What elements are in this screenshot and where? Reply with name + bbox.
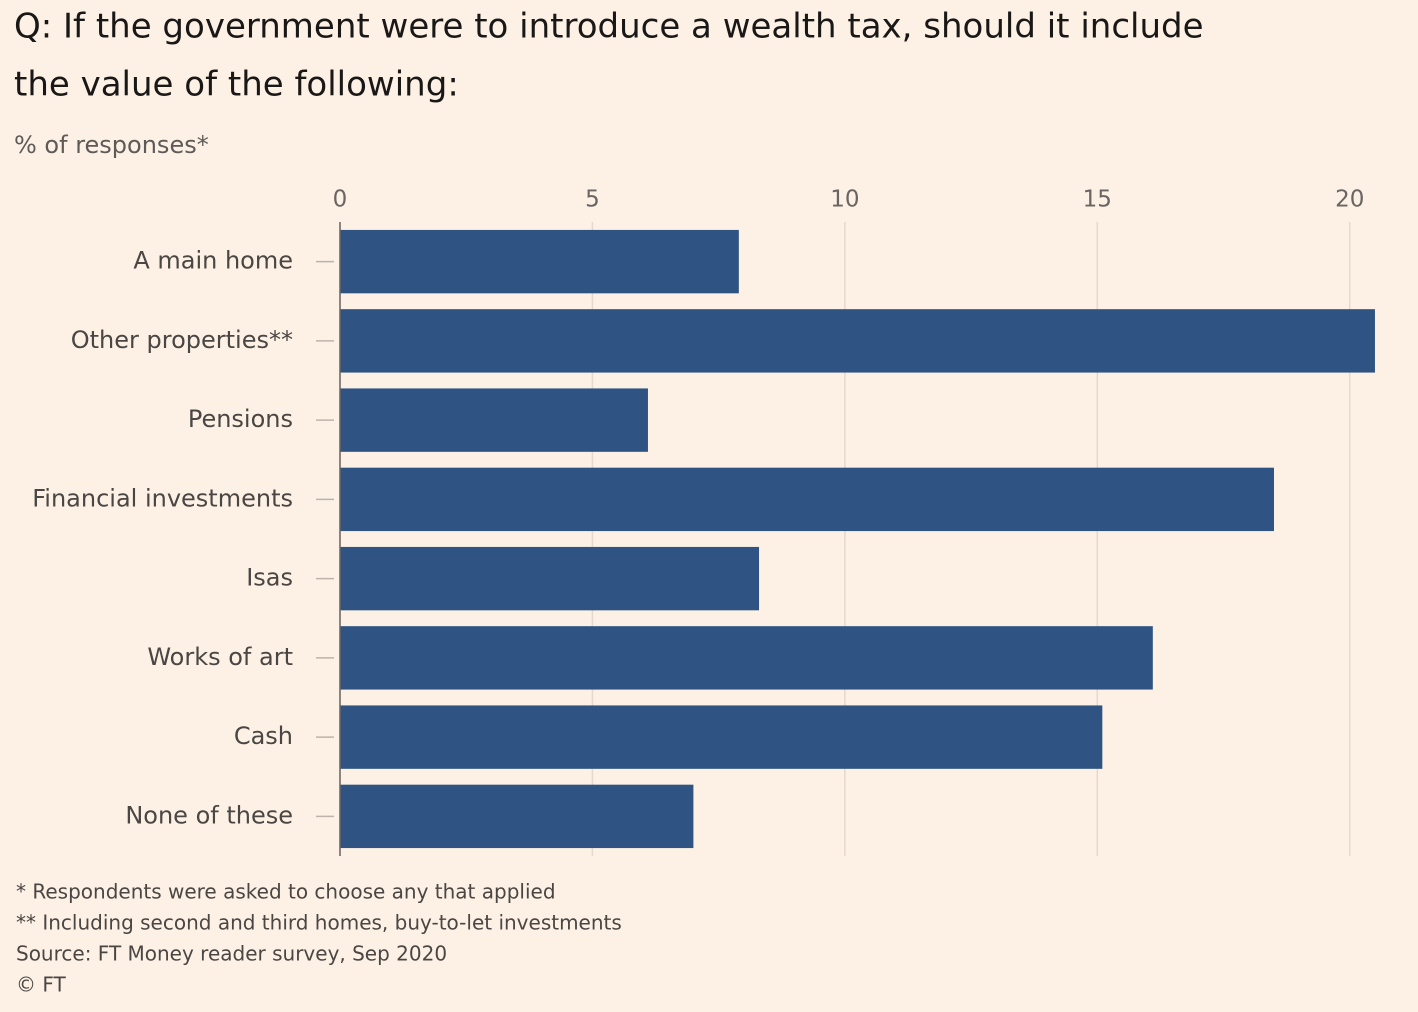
x-tick-label: 5 <box>585 187 600 213</box>
bar <box>340 784 694 849</box>
footnote: * Respondents were asked to choose any t… <box>16 880 556 904</box>
bar <box>340 309 1375 373</box>
bar <box>340 626 1153 690</box>
bar <box>340 229 739 294</box>
footnote: ** Including second and third homes, buy… <box>16 911 622 935</box>
y-tick-label: Pensions <box>188 405 293 433</box>
chart-title: Q: If the government were to introduce a… <box>14 7 1204 47</box>
y-tick-label: Isas <box>246 564 293 592</box>
bar <box>340 705 1103 769</box>
bar <box>340 467 1274 532</box>
bar <box>340 546 760 611</box>
y-tick-label: Works of art <box>147 643 293 671</box>
footnote: Source: FT Money reader survey, Sep 2020 <box>16 942 447 966</box>
y-tick-label: Financial investments <box>32 484 293 512</box>
y-tick-label: None of these <box>125 801 293 829</box>
x-tick-label: 20 <box>1335 187 1364 213</box>
x-tick-label: 15 <box>1083 187 1112 213</box>
subtitle: % of responses* <box>14 131 209 159</box>
y-tick-label: Cash <box>234 722 293 750</box>
chart-title: the value of the following: <box>14 65 459 105</box>
y-tick-label: Other properties** <box>71 326 293 354</box>
bar <box>340 388 648 452</box>
y-tick-label: A main home <box>133 247 293 275</box>
footnote: © FT <box>16 973 67 997</box>
x-tick-label: 0 <box>333 187 348 213</box>
x-tick-label: 10 <box>830 187 859 213</box>
